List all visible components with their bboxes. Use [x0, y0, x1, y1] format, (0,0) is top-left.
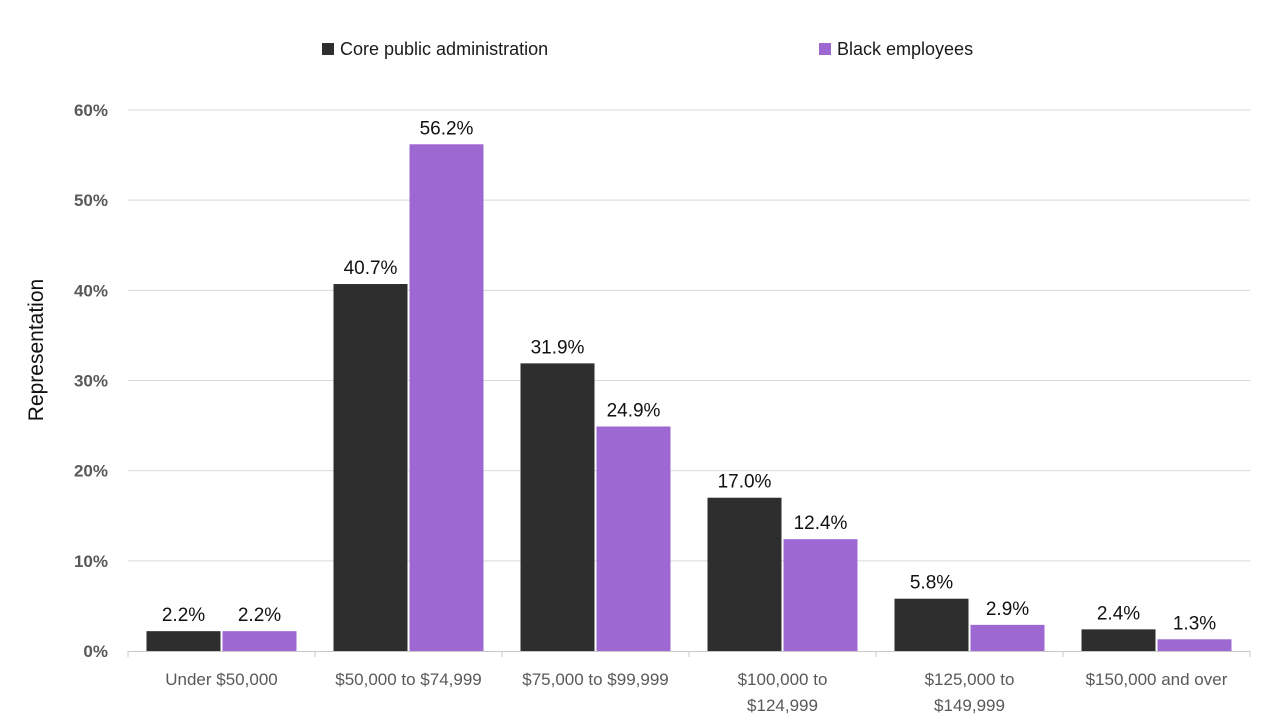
legend-item-core-public-administration: Core public administration [322, 38, 548, 60]
data-label: 2.2% [238, 605, 281, 626]
bars [146, 144, 1232, 651]
y-axis-label: Representation [25, 279, 48, 421]
data-label: 56.2% [420, 118, 474, 139]
gridlines [128, 109, 1250, 562]
bar-black [783, 539, 858, 651]
x-tick-label: $100,000 to $124,999 [738, 670, 828, 715]
y-tick-label: 0% [83, 642, 108, 661]
x-tick-label: $75,000 to $99,999 [522, 670, 669, 689]
bar-black [222, 631, 297, 651]
legend-swatch-core [322, 43, 334, 55]
x-tick-label: $150,000 and over [1086, 670, 1228, 689]
y-tick-label: 40% [74, 281, 108, 300]
x-axis: Under $50,000 $50,000 to $74,999 $75,000 t… [127, 651, 1251, 715]
y-tick-label: 50% [74, 191, 108, 210]
data-label: 2.9% [986, 599, 1029, 620]
bar-black [1157, 639, 1232, 651]
y-tick-label: 20% [74, 462, 108, 481]
data-label: 2.4% [1097, 603, 1140, 624]
legend-label-core: Core public administration [340, 38, 549, 59]
data-label: 31.9% [531, 337, 585, 358]
bar-core [1081, 629, 1156, 651]
bar-core [894, 598, 969, 651]
bar-black [409, 144, 484, 651]
bar-core [707, 497, 782, 651]
bar-core [333, 284, 408, 651]
data-label: 17.0% [718, 472, 772, 493]
legend-swatch-black [819, 43, 831, 55]
data-label: 40.7% [344, 258, 398, 279]
y-tick-label: 30% [74, 372, 108, 391]
y-tick-label: 60% [74, 101, 108, 120]
x-tick-label: $50,000 to $74,999 [335, 670, 482, 689]
legend-item-black-employees: Black employees [819, 38, 973, 60]
bar-core [146, 631, 221, 651]
data-labels: 2.2% 40.7% 31.9% 17.0% 5.8% 2.4% 2.2% 56.2% 24.9… [162, 118, 1216, 634]
x-tick-label: Under $50,000 [165, 670, 277, 689]
data-label: 1.3% [1173, 613, 1216, 634]
data-label: 12.4% [794, 513, 848, 534]
y-tick-label: 10% [74, 552, 108, 571]
y-axis-ticks: 0% 10% 20% 30% 40% 50% 60% [74, 101, 108, 661]
data-label: 5.8% [910, 573, 953, 594]
data-label: 2.2% [162, 605, 205, 626]
legend-label-black: Black employees [837, 38, 974, 59]
bar-black [596, 426, 671, 651]
x-tick-label: $125,000 to $149,999 [925, 670, 1015, 715]
data-label: 24.9% [607, 400, 661, 421]
bar-black [970, 624, 1045, 651]
bar-core [520, 363, 595, 651]
